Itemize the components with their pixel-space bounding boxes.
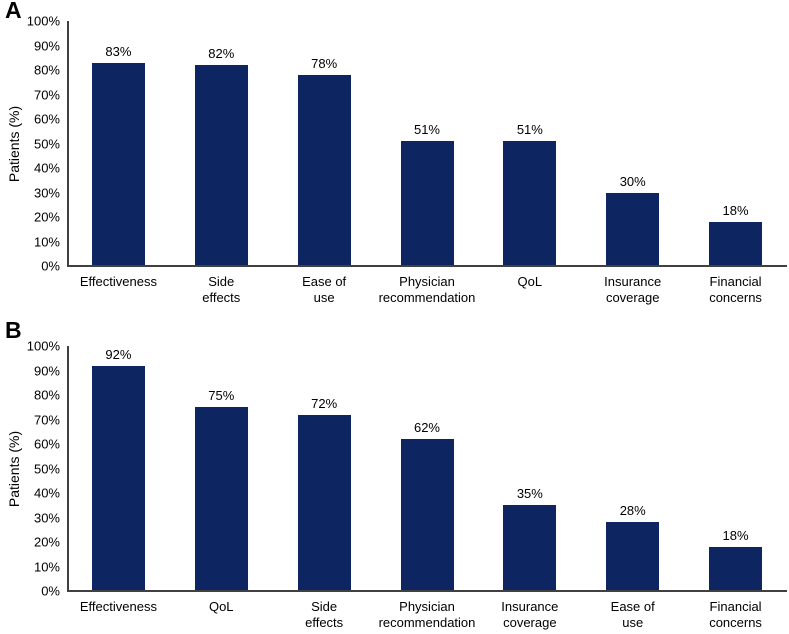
bar — [606, 522, 660, 591]
bar-value-label: 83% — [105, 43, 132, 59]
category-label: Insurance coverage — [604, 274, 662, 305]
bar — [503, 141, 557, 266]
bars-a: 83% 82% 78% 51% 51% 30% 18% — [67, 21, 787, 266]
category-label: Physician recommendation — [378, 274, 476, 305]
bar-value-label: 62% — [413, 420, 440, 436]
y-axis-line-a — [67, 21, 69, 266]
x-axis-line-a — [67, 265, 787, 267]
bar-value-label: 78% — [311, 55, 338, 71]
y-tick-label: 80% — [33, 387, 60, 403]
bar-value-label: 30% — [619, 173, 646, 189]
y-tick-label: 100% — [26, 13, 60, 29]
panel-b-label: B — [5, 317, 22, 343]
bar — [297, 74, 351, 266]
bar — [297, 414, 351, 591]
category-label: Physician recommendation — [378, 599, 476, 630]
category-label: Side effects — [305, 599, 344, 630]
y-tick-label: 0% — [41, 258, 60, 274]
bar — [709, 546, 763, 591]
bar-value-label: 82% — [208, 46, 235, 62]
y-tick-label: 10% — [33, 234, 60, 249]
y-tick-label: 60% — [33, 436, 60, 452]
category-label: QoL — [517, 274, 543, 289]
bar — [194, 407, 248, 591]
bar — [400, 141, 454, 266]
category-label: Insurance coverage — [501, 599, 559, 630]
category-label: Effectiveness — [79, 599, 157, 614]
bar-value-label: 51% — [413, 122, 440, 138]
category-label: QoL — [208, 599, 234, 614]
bar — [91, 62, 145, 266]
y-tick-label: 70% — [33, 412, 60, 427]
y-tick-label: 40% — [33, 485, 60, 501]
y-tick-label: 70% — [33, 87, 60, 102]
category-label: Effectiveness — [79, 274, 157, 289]
y-tick-label: 50% — [33, 461, 60, 476]
bar-value-label: 75% — [208, 388, 235, 404]
y-tick-label: 50% — [33, 136, 60, 151]
y-tick-label: 90% — [33, 38, 60, 53]
y-tick-label: 30% — [33, 510, 60, 525]
category-label: Financial concerns — [709, 274, 762, 305]
bar-value-label: 35% — [516, 486, 543, 502]
plot-area-a: 83% 82% 78% 51% 51% 30% 18% — [67, 21, 787, 267]
bar — [194, 65, 248, 266]
bar-value-label: 28% — [619, 503, 646, 519]
y-tick-label: 0% — [41, 583, 60, 599]
y-tick-label: 60% — [33, 111, 60, 127]
y-axis-ticks-b: 100% 90% 80% 70% 60% 50% 40% 30% 20% 10% 0% — [0, 317, 60, 634]
y-tick-label: 20% — [33, 534, 60, 550]
bar — [606, 192, 660, 266]
y-tick-label: 100% — [26, 338, 60, 354]
category-label: Ease of use — [302, 274, 347, 305]
bar-value-label: 18% — [722, 527, 749, 543]
bar-value-label: 18% — [722, 202, 749, 218]
category-label: Financial concerns — [709, 599, 762, 630]
category-label: Side effects — [202, 274, 241, 305]
y-tick-label: 30% — [33, 185, 60, 200]
y-axis-line-b — [67, 346, 69, 591]
y-tick-label: 40% — [33, 160, 60, 176]
x-axis-line-b — [67, 590, 787, 592]
x-axis-labels-b: Effectiveness QoL Side effects Physician re… — [67, 599, 787, 634]
bar-value-label: 51% — [516, 122, 543, 138]
y-tick-label: 90% — [33, 363, 60, 378]
panel-b: B Patients (%) 100% 90% 80% 70% 60% 50% 40% 30%… — [0, 317, 789, 634]
y-axis-ticks-a: 100% 90% 80% 70% 60% 50% 40% 30% 20% 10% 0% — [0, 0, 60, 317]
bar-value-label: 92% — [105, 346, 132, 362]
panel-a: A Patients (%) 100% 90% 80% 70% 60% 50% 40% 30%… — [0, 0, 787, 317]
bar-value-label: 72% — [311, 395, 338, 411]
bar — [503, 505, 557, 591]
bars-b: 92% 75% 72% 62% 35% 28% 18% — [67, 346, 787, 591]
y-tick-label: 20% — [33, 209, 60, 225]
bar — [91, 365, 145, 591]
bar — [709, 221, 763, 266]
y-tick-label: 80% — [33, 62, 60, 78]
plot-area-b: 92% 75% 72% 62% 35% 28% 18% — [67, 346, 787, 592]
panel-a-label: A — [5, 0, 22, 23]
x-axis-labels-a: Effectiveness Side effects Ease of use Phys… — [67, 274, 787, 314]
bar — [400, 439, 454, 591]
y-tick-label: 10% — [33, 559, 60, 574]
category-label: Ease of use — [610, 599, 655, 630]
